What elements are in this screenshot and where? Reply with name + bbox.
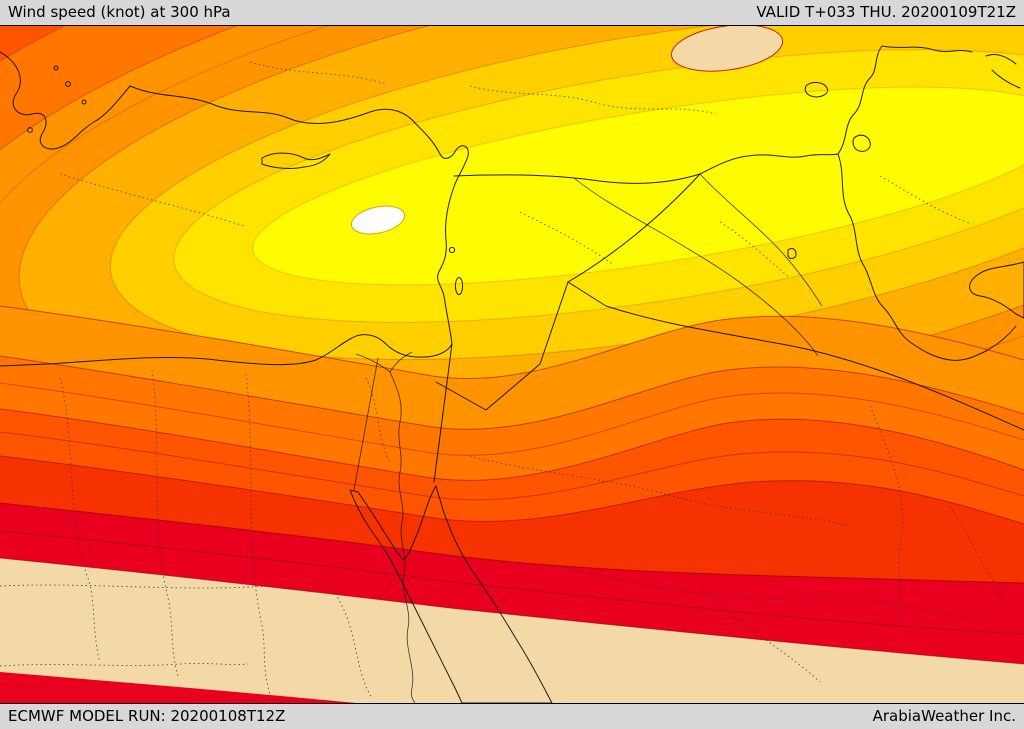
jet-max-core: [350, 205, 406, 235]
admin-border: [0, 584, 269, 589]
admin-border: [329, 585, 373, 699]
isotach-line: [0, 502, 1024, 584]
admin-border: [59, 377, 101, 663]
credit-label: ArabiaWeather Inc.: [872, 707, 1016, 725]
valid-time-label: VALID T+033 THU. 20200109T21Z: [756, 3, 1016, 21]
isotach-line: [0, 530, 1024, 635]
model-run-label: ECMWF MODEL RUN: 20200108T12Z: [8, 707, 286, 725]
southern-isotach-bands: [0, 306, 1024, 703]
isotach-line: [0, 355, 1024, 430]
isotach-line: [0, 455, 1024, 525]
isotach-line: [0, 408, 1024, 481]
map-title: Wind speed (knot) at 300 hPa: [8, 3, 231, 21]
red-sea: [349, 485, 553, 703]
mediterranean-coastline: [0, 85, 469, 367]
border-saudi-iraq: [567, 281, 1024, 431]
aegean-island: [53, 65, 59, 71]
country-borders: [433, 45, 1024, 483]
admin-border: [365, 377, 391, 463]
admin-border: [249, 61, 387, 85]
admin-border: [949, 505, 1006, 602]
admin-border: [519, 211, 613, 265]
nile-delta-branch: [389, 351, 413, 373]
admin-border: [469, 455, 851, 527]
aegean-island: [65, 81, 71, 87]
isotach-band: [0, 558, 1024, 703]
admin-border: [469, 85, 717, 115]
border-turkey-syria-iraq: [453, 153, 839, 184]
lake-tharthar: [787, 248, 797, 259]
lake-van: [804, 81, 829, 98]
persian-gulf: [969, 261, 1024, 319]
isotach-band: [252, 86, 1024, 286]
isotach-line: [0, 305, 1024, 380]
admin-border: [0, 662, 249, 667]
admin-border: [151, 369, 179, 677]
border-egypt-israel: [433, 343, 453, 483]
border-turkey-iran: [837, 45, 883, 155]
admin-border: [699, 585, 821, 683]
caspian-corner-coast: [985, 53, 1021, 89]
border-syria-iraq: [567, 173, 701, 283]
admin-border: [719, 221, 791, 279]
nile-delta-branch: [355, 353, 391, 373]
admin-border: [59, 173, 245, 227]
tigris-river: [699, 173, 823, 307]
cyprus-island: [261, 152, 331, 169]
border-caucasus: [881, 45, 973, 53]
suez-canal: [353, 357, 379, 491]
nile-river: [389, 371, 416, 703]
dead-sea: [454, 277, 464, 295]
border-jordan-saudi: [435, 281, 569, 411]
weather-map: [0, 26, 1024, 703]
footer-bar: ECMWF MODEL RUN: 20200108T12Z ArabiaWeat…: [0, 703, 1024, 729]
wind-min-patch: [670, 26, 784, 72]
aegean-island: [81, 99, 87, 105]
water-bodies: [349, 81, 1024, 703]
isotach-line: [0, 557, 1024, 665]
dotted-admin-borders: [0, 61, 1006, 699]
coastline-layer: [0, 51, 1021, 367]
border-iran-iraq: [837, 153, 1017, 361]
admin-border: [869, 405, 904, 627]
sea-of-galilee: [448, 246, 456, 254]
isotach-band: [0, 672, 356, 703]
aegean-coastline: [0, 51, 131, 150]
wind-field-svg: [0, 26, 1024, 703]
isotach-lines: [0, 305, 1024, 665]
euphrates-river: [573, 177, 819, 357]
admin-border: [245, 373, 271, 695]
lake-urmia: [852, 134, 871, 152]
isotach-line: [0, 382, 1024, 456]
aegean-island: [27, 127, 33, 133]
rivers-layer: [353, 173, 823, 703]
header-bar: Wind speed (knot) at 300 hPa VALID T+033…: [0, 0, 1024, 26]
